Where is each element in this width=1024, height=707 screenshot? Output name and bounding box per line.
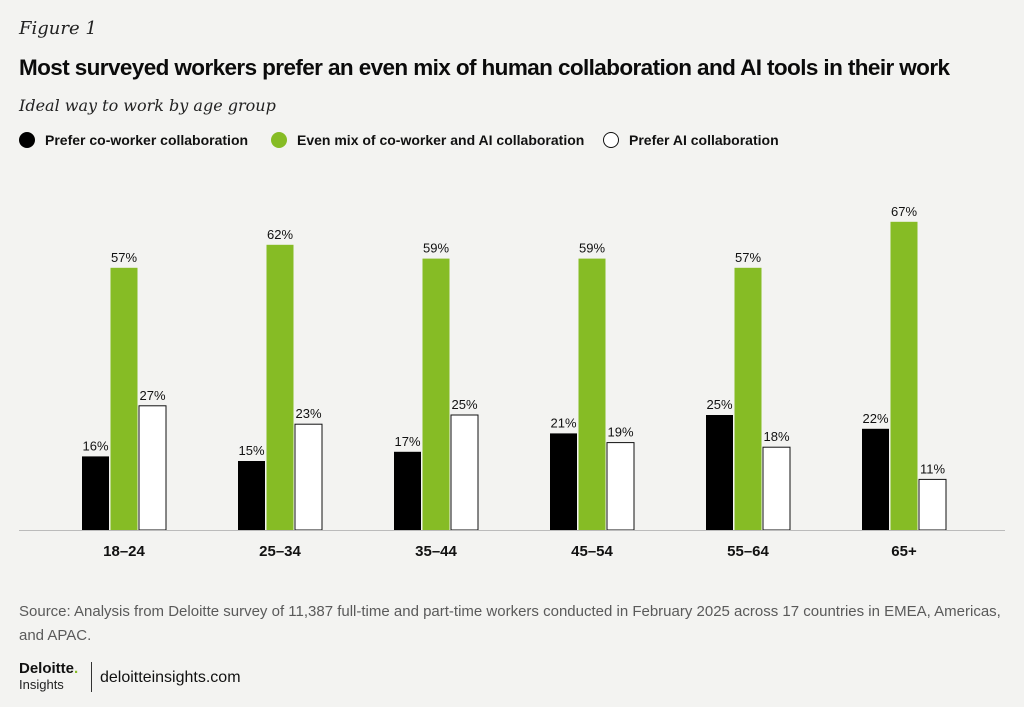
data-label-even-mix-35-44: 59% bbox=[423, 241, 449, 256]
x-tick-label-65: 65+ bbox=[891, 543, 917, 560]
brand-insights: Insights bbox=[19, 677, 64, 692]
data-label-even-mix-18-24: 57% bbox=[111, 250, 137, 265]
x-tick-label-18-24: 18–24 bbox=[103, 543, 145, 560]
data-label-ai-35-44: 25% bbox=[451, 397, 477, 412]
bar-ai-55-64 bbox=[762, 446, 791, 531]
data-label-coworker-35-44: 17% bbox=[394, 434, 420, 449]
deloitte-logo: Deloitte. bbox=[19, 660, 78, 677]
bar-coworker-55-64 bbox=[706, 415, 733, 530]
x-tick-label-25-34: 25–34 bbox=[259, 543, 301, 560]
source-note: Source: Analysis from Deloitte survey of… bbox=[19, 603, 1001, 644]
bar-coworker-65 bbox=[862, 428, 889, 530]
bar-even-mix-55-64 bbox=[734, 267, 762, 530]
data-label-ai-65: 11% bbox=[920, 461, 945, 476]
data-label-coworker-45-54: 21% bbox=[550, 415, 576, 430]
legend-item-ai: Prefer AI collaboration bbox=[603, 132, 779, 148]
legend-item-even-mix: Even mix of co-worker and AI collaborati… bbox=[271, 132, 584, 148]
legend-label-coworker: Prefer co-worker collaboration bbox=[45, 132, 249, 148]
bar-ai-18-24 bbox=[138, 405, 167, 531]
bar-even-mix-65 bbox=[890, 221, 918, 531]
data-label-even-mix-45-54: 59% bbox=[579, 241, 605, 256]
figure-label: Figure 1 bbox=[19, 18, 97, 39]
bar-chart: 16% 57% 27% 18–24 15% 62% 23% 25–34 17% 59% 25% 35–… bbox=[19, 204, 1005, 560]
bar-ai-65 bbox=[918, 478, 947, 531]
bar-ai-35-44 bbox=[450, 414, 479, 531]
x-tick-label-45-54: 45–54 bbox=[571, 543, 613, 560]
brand-name: Deloitte bbox=[19, 660, 75, 677]
data-label-ai-25-34: 23% bbox=[295, 406, 321, 421]
data-label-ai-45-54: 19% bbox=[607, 425, 633, 440]
data-label-coworker-65: 22% bbox=[862, 411, 888, 426]
bar-even-mix-25-34 bbox=[266, 244, 294, 531]
data-label-coworker-18-24: 16% bbox=[82, 438, 108, 453]
data-label-even-mix-55-64: 57% bbox=[735, 250, 761, 265]
legend-swatch-coworker bbox=[19, 132, 35, 148]
bar-ai-25-34 bbox=[294, 423, 323, 531]
legend-item-coworker: Prefer co-worker collaboration bbox=[19, 132, 248, 148]
bar-coworker-18-24 bbox=[82, 456, 109, 530]
bar-coworker-45-54 bbox=[550, 433, 577, 530]
legend: Prefer co-worker collaboration Even mix … bbox=[19, 132, 1009, 152]
data-label-even-mix-25-34: 62% bbox=[267, 227, 293, 242]
bar-coworker-35-44 bbox=[394, 451, 421, 530]
bar-even-mix-45-54 bbox=[578, 258, 606, 530]
legend-swatch-ai bbox=[603, 132, 619, 148]
bar-even-mix-35-44 bbox=[422, 258, 450, 530]
data-label-coworker-55-64: 25% bbox=[706, 397, 732, 412]
brand-url[interactable]: deloitteinsights.com bbox=[100, 669, 241, 686]
brand-divider bbox=[91, 662, 92, 692]
bar-even-mix-18-24 bbox=[110, 267, 138, 530]
data-label-coworker-25-34: 15% bbox=[238, 443, 264, 458]
legend-swatch-even-mix bbox=[271, 132, 287, 148]
bar-ai-45-54 bbox=[606, 442, 635, 531]
legend-label-even-mix: Even mix of co-worker and AI collaborati… bbox=[297, 132, 585, 148]
legend-label-ai: Prefer AI collaboration bbox=[629, 132, 779, 148]
brand-dot: . bbox=[74, 660, 79, 677]
chart-title: Most surveyed workers prefer an even mix… bbox=[19, 55, 950, 80]
x-tick-label-55-64: 55–64 bbox=[727, 543, 769, 560]
bar-coworker-25-34 bbox=[238, 461, 265, 530]
x-tick-label-35-44: 35–44 bbox=[415, 543, 457, 560]
data-label-ai-18-24: 27% bbox=[139, 388, 165, 403]
data-label-ai-55-64: 18% bbox=[763, 429, 789, 444]
data-label-even-mix-65: 67% bbox=[891, 204, 917, 219]
chart-subtitle: Ideal way to work by age group bbox=[19, 96, 276, 115]
